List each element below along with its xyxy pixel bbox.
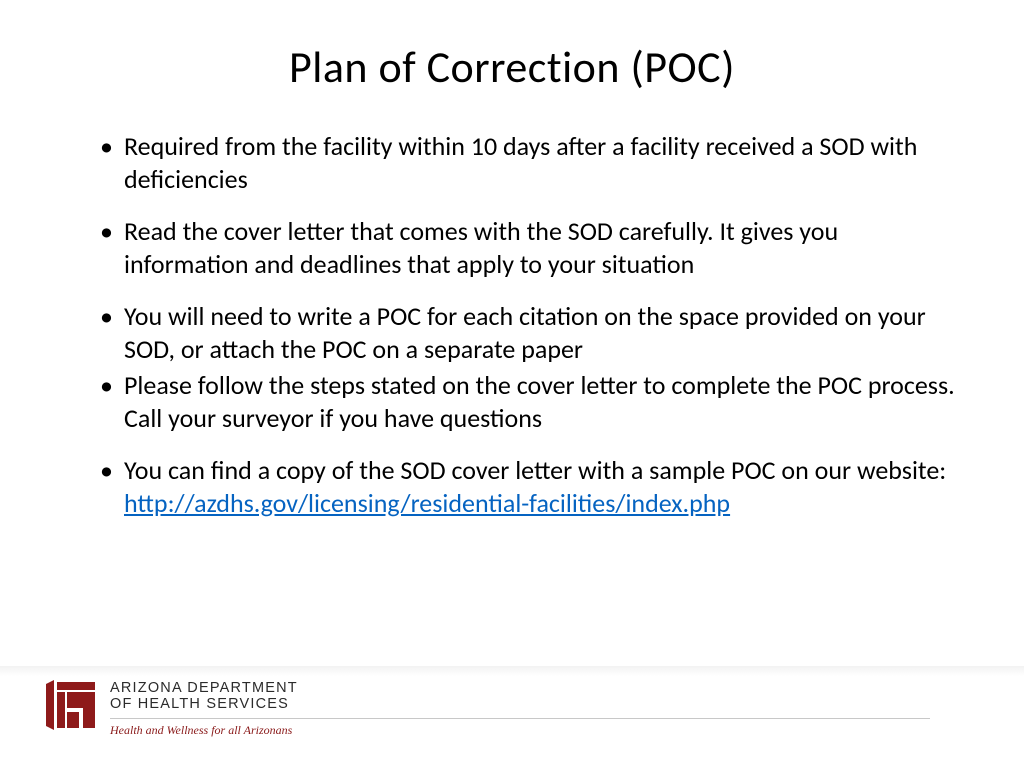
bullet-item: Read the cover letter that comes with th… [100,215,964,280]
bullet-list: Required from the facility within 10 day… [60,130,964,519]
bullet-item: Required from the facility within 10 day… [100,130,964,195]
dept-name-line1: ARIZONA DEPARTMENT [110,680,930,696]
slide-footer: ARIZONA DEPARTMENT OF HEALTH SERVICES He… [0,666,1024,744]
bullet-item: Please follow the steps stated on the co… [100,369,964,434]
footer-divider-line [110,718,930,719]
website-link[interactable]: http://azdhs.gov/licensing/residential-f… [124,487,730,519]
footer-text-block: ARIZONA DEPARTMENT OF HEALTH SERVICES He… [110,680,930,738]
bullet-item: You will need to write a POC for each ci… [100,300,964,365]
slide-title: Plan of Correction (POC) [60,40,964,94]
slide: Plan of Correction (POC) Required from t… [0,0,1024,768]
bullet-text-pre: You can find a copy of the SOD cover let… [124,454,946,486]
footer-tagline: Health and Wellness for all Arizonans [110,723,930,738]
adhs-logo-icon [46,680,96,732]
bullet-item: You can find a copy of the SOD cover let… [100,454,964,519]
dept-name-line2: OF HEALTH SERVICES [110,696,930,712]
footer-divider-shadow [0,666,1024,676]
footer-content: ARIZONA DEPARTMENT OF HEALTH SERVICES He… [46,680,930,738]
